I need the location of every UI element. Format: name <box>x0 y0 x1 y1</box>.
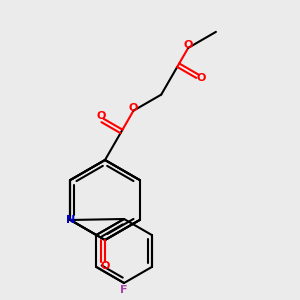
Text: O: O <box>97 111 106 121</box>
Text: O: O <box>100 261 110 271</box>
Text: O: O <box>184 40 193 50</box>
Text: O: O <box>129 103 138 112</box>
Text: N: N <box>66 215 75 225</box>
Text: O: O <box>196 73 206 83</box>
Text: F: F <box>120 285 128 295</box>
